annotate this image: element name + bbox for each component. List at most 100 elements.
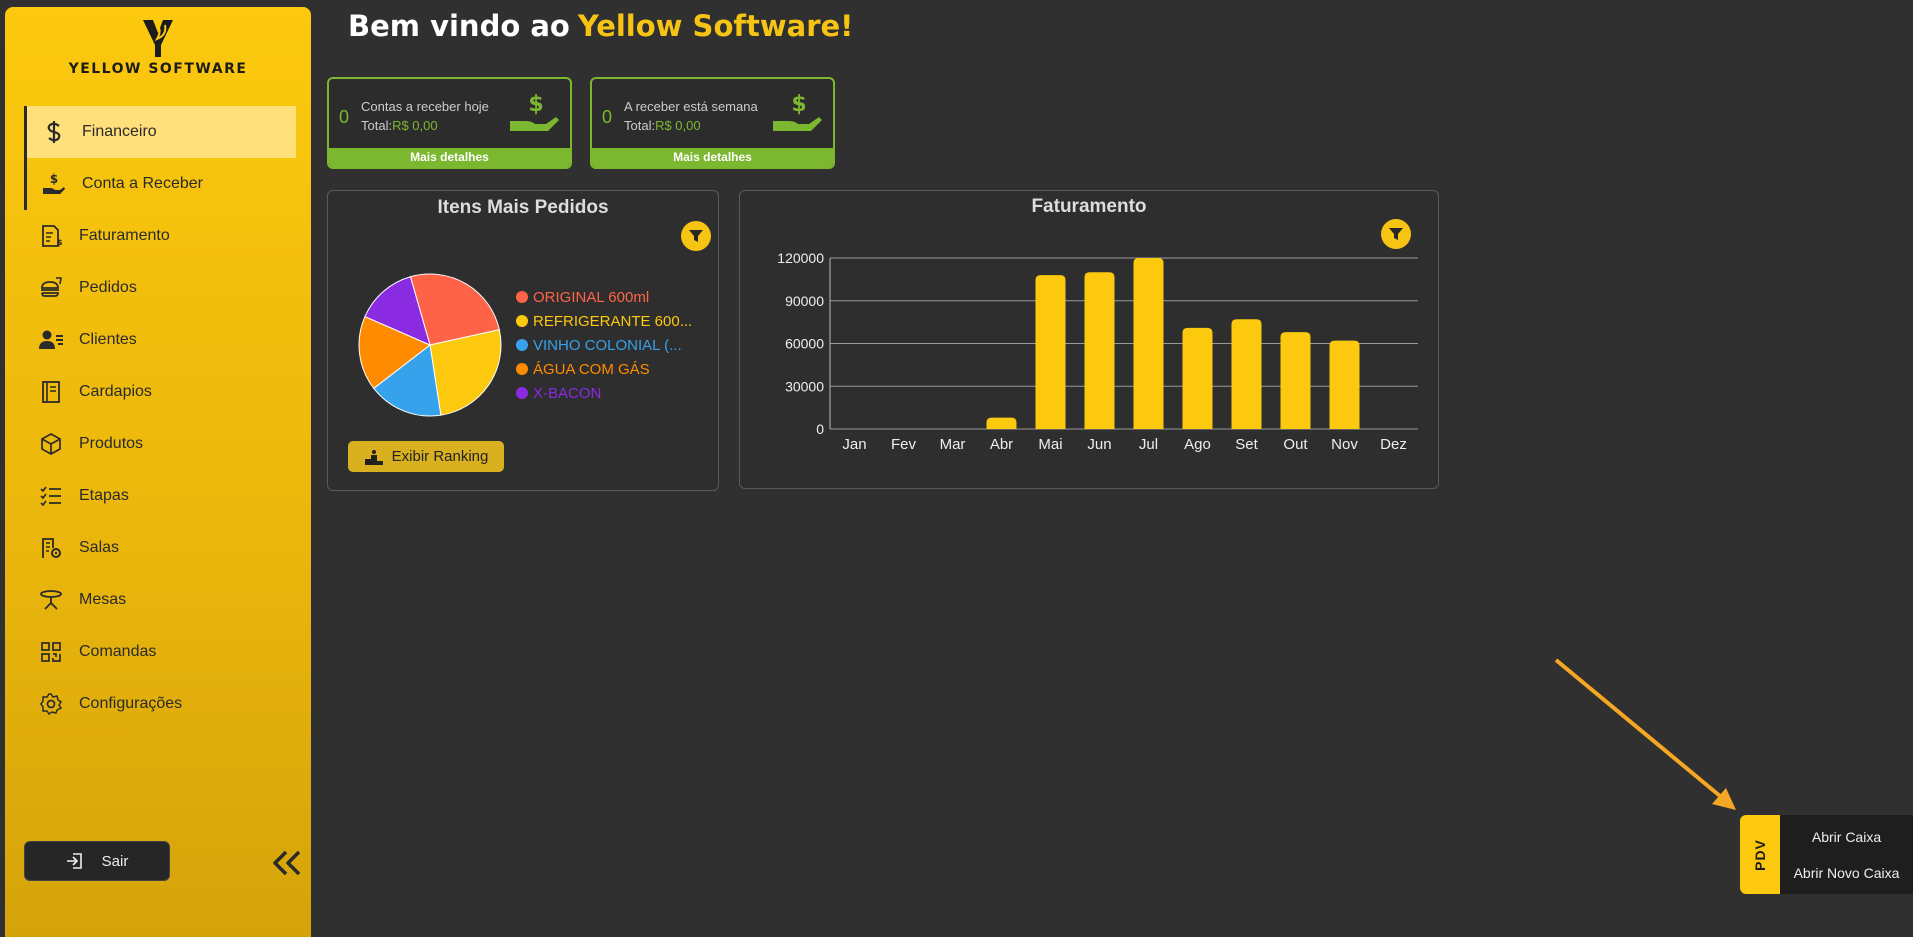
logout-label: Sair	[101, 852, 129, 870]
brand-text: Yellow Software!	[577, 9, 854, 43]
y-tick-label: 30000	[785, 378, 824, 394]
book-icon	[38, 379, 64, 405]
sidebar-item-produtos[interactable]: Produtos	[24, 418, 296, 470]
sidebar-item-pedidos[interactable]: Pedidos	[24, 262, 296, 314]
legend-swatch	[516, 315, 528, 327]
show-ranking-button[interactable]: Exibir Ranking	[348, 441, 504, 472]
x-tick-label: Fev	[891, 436, 917, 453]
svg-text:$: $	[528, 92, 543, 117]
collapse-sidebar-icon[interactable]	[271, 849, 303, 877]
legend-swatch	[516, 387, 528, 399]
pie-slice[interactable]	[364, 276, 431, 346]
legend-item[interactable]: ORIGINAL 600ml	[516, 285, 692, 309]
legend-label: VINHO COLONIAL (...	[533, 336, 682, 354]
sidebar-item-clientes[interactable]: Clientes	[24, 314, 296, 366]
sidebar-item-label: Configurações	[79, 695, 183, 712]
page-title: Bem vindo ao Yellow Software!	[348, 9, 853, 43]
panel-title: Faturamento	[1031, 196, 1147, 217]
bar[interactable]	[1231, 319, 1262, 429]
gear-icon	[38, 691, 64, 717]
checklist-icon	[38, 483, 64, 509]
sidebar-item-etapas[interactable]: Etapas	[24, 470, 296, 522]
food-icon	[38, 275, 64, 301]
svg-text:$: $	[57, 238, 62, 247]
card-total-label: Total:	[361, 118, 393, 133]
bar[interactable]	[1182, 327, 1213, 429]
users-icon	[38, 327, 64, 353]
filter-icon	[1389, 228, 1403, 240]
sidebar-item-faturamento[interactable]: $ Faturamento	[24, 210, 296, 262]
bar[interactable]	[1133, 258, 1164, 429]
card-receivable-week: 0 A receber está semana Total:R$ 0,00 $ …	[590, 77, 835, 169]
pie-chart	[358, 273, 502, 417]
legend-label: ÁGUA COM GÁS	[533, 360, 650, 378]
open-cash-button[interactable]: Abrir Caixa	[1811, 829, 1882, 845]
sidebar-item-label: Produtos	[79, 435, 144, 452]
legend-item[interactable]: REFRIGERANTE 600...	[516, 309, 692, 333]
pie-slice[interactable]	[429, 329, 502, 416]
sidebar-item-financeiro[interactable]: Financeiro	[24, 106, 296, 158]
bar[interactable]	[1329, 340, 1360, 429]
x-tick-label: Dez	[1380, 436, 1407, 453]
legend-label: ORIGINAL 600ml	[533, 288, 650, 306]
bar[interactable]	[986, 417, 1017, 429]
legend-label: REFRIGERANTE 600...	[533, 312, 693, 330]
sidebar-item-conta-a-receber[interactable]: $ Conta a Receber	[24, 158, 296, 210]
sidebar-item-label: Financeiro	[82, 123, 157, 140]
legend-item[interactable]: VINHO COLONIAL (...	[516, 333, 692, 357]
sidebar-item-label: Pedidos	[79, 279, 137, 296]
x-tick-label: Out	[1283, 436, 1308, 453]
x-tick-label: Abr	[990, 436, 1013, 453]
pie-slice[interactable]	[409, 273, 500, 346]
pdv-tab[interactable]: PDV	[1740, 815, 1780, 894]
card-total-label: Total:	[624, 118, 656, 133]
card-label: A receber está semana	[624, 99, 758, 114]
filter-button[interactable]	[681, 221, 711, 251]
ranking-label: Exibir Ranking	[391, 448, 489, 465]
sidebar-item-comandas[interactable]: Comandas	[24, 626, 296, 678]
card-total: Total:R$ 0,00	[624, 118, 701, 133]
hand-dollar-icon: $	[773, 92, 822, 131]
x-tick-label: Set	[1235, 436, 1258, 453]
logo-mark-icon	[143, 20, 173, 57]
bar[interactable]	[1280, 332, 1311, 429]
pie-slice[interactable]	[373, 344, 442, 417]
sidebar-item-label: Comandas	[79, 643, 157, 660]
bar[interactable]	[1035, 275, 1066, 429]
legend-item[interactable]: ÁGUA COM GÁS	[516, 357, 692, 381]
sidebar-item-configuracoes[interactable]: Configurações	[24, 678, 296, 730]
filter-icon	[689, 230, 703, 242]
logout-button[interactable]: Sair	[24, 841, 170, 881]
more-details-link[interactable]: Mais detalhes	[592, 148, 833, 167]
sidebar-item-cardapios[interactable]: Cardapios	[24, 366, 296, 418]
sidebar-item-label: Faturamento	[79, 227, 170, 244]
legend-swatch	[516, 363, 528, 375]
more-details-link[interactable]: Mais detalhes	[329, 148, 570, 167]
y-tick-label: 120000	[777, 250, 824, 266]
card-label: Contas a receber hoje	[361, 99, 489, 114]
box-icon	[38, 431, 64, 457]
y-tick-label: 90000	[785, 293, 824, 309]
sidebar-item-salas[interactable]: Salas	[24, 522, 296, 574]
legend-swatch	[516, 291, 528, 303]
table-icon	[38, 587, 64, 613]
card-total: Total:R$ 0,00	[361, 118, 438, 133]
hand-dollar-icon: $	[41, 171, 67, 197]
pie-slice[interactable]	[358, 315, 431, 390]
top-items-panel: Itens Mais Pedidos ORIGINAL 600ml REFRIGE…	[327, 190, 719, 491]
bar[interactable]	[1084, 272, 1115, 429]
bar-chart: 0 30000 60000 90000 120000 Jan Fev Mar Abr Mai Jun…	[777, 250, 1418, 453]
open-new-cash-button[interactable]: Abrir Novo Caixa	[1793, 865, 1900, 881]
svg-text:$: $	[50, 172, 58, 186]
legend-item[interactable]: X-BACON	[516, 381, 692, 405]
sidebar-item-mesas[interactable]: Mesas	[24, 574, 296, 626]
x-tick-label: Nov	[1331, 436, 1358, 453]
card-count: 0	[339, 107, 350, 127]
logo-text: YELLOW SOFTWARE	[68, 61, 248, 77]
sidebar-item-label: Etapas	[79, 487, 129, 504]
x-tick-label: Jul	[1139, 436, 1158, 453]
y-tick-label: 60000	[785, 336, 824, 352]
hand-dollar-icon: $	[510, 92, 559, 131]
filter-button[interactable]	[1381, 219, 1411, 249]
arrow-annotation-icon	[1554, 658, 1736, 810]
